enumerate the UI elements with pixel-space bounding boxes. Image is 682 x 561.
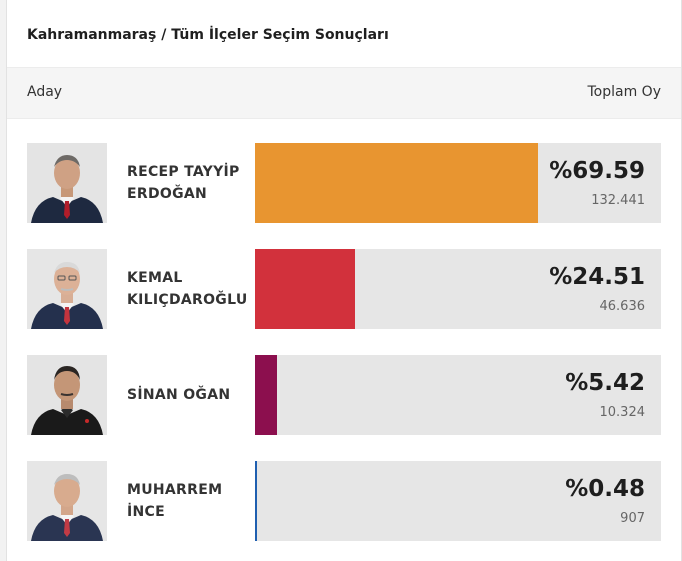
candidate-name: SİNAN OĞAN bbox=[127, 387, 231, 403]
vote-count: 10.324 bbox=[599, 405, 646, 420]
vote-share-bar: %0.48 907 bbox=[255, 461, 661, 541]
vote-percentage: %0.48 bbox=[565, 476, 645, 502]
candidate-row[interactable]: MUHARREM İNCE %0.48 907 bbox=[7, 461, 681, 541]
table-header: Aday Toplam Oy bbox=[7, 67, 681, 119]
vote-count: 907 bbox=[620, 511, 645, 526]
results-card: Kahramanmaraş / Tüm İlçeler Seçim Sonuçl… bbox=[6, 0, 682, 561]
candidate-row[interactable]: SİNAN OĞAN %5.42 10.324 bbox=[7, 355, 681, 435]
vote-percentage: %69.59 bbox=[549, 158, 645, 184]
column-header-total-votes: Toplam Oy bbox=[587, 84, 662, 100]
vote-share-fill bbox=[255, 143, 538, 223]
vote-count: 132.441 bbox=[591, 193, 645, 208]
candidate-photo-icon bbox=[27, 355, 107, 435]
vote-percentage: %24.51 bbox=[549, 264, 645, 290]
vote-count: 46.636 bbox=[599, 299, 646, 314]
vote-share-fill bbox=[255, 461, 257, 541]
vote-share-bar: %5.42 10.324 bbox=[255, 355, 661, 435]
vote-percentage: %5.42 bbox=[565, 370, 645, 396]
candidate-name: MUHARREM İNCE bbox=[127, 482, 223, 520]
candidate-photo-icon bbox=[27, 461, 107, 541]
candidate-name: KEMAL KILIÇDAROĞLU bbox=[127, 270, 248, 308]
candidate-photo-icon bbox=[27, 249, 107, 329]
vote-share-bar: %24.51 46.636 bbox=[255, 249, 661, 329]
candidate-row[interactable]: KEMAL KILIÇDAROĞLU %24.51 46.636 bbox=[7, 249, 681, 329]
candidate-row[interactable]: RECEP TAYYİP ERDOĞAN %69.59 132.441 bbox=[7, 143, 681, 223]
vote-share-fill bbox=[255, 249, 355, 329]
candidate-name: RECEP TAYYİP ERDOĞAN bbox=[127, 164, 240, 202]
candidate-photo-icon bbox=[27, 143, 107, 223]
vote-share-fill bbox=[255, 355, 277, 435]
vote-share-bar: %69.59 132.441 bbox=[255, 143, 661, 223]
page-title: Kahramanmaraş / Tüm İlçeler Seçim Sonuçl… bbox=[27, 27, 389, 43]
column-header-candidate: Aday bbox=[27, 84, 63, 100]
